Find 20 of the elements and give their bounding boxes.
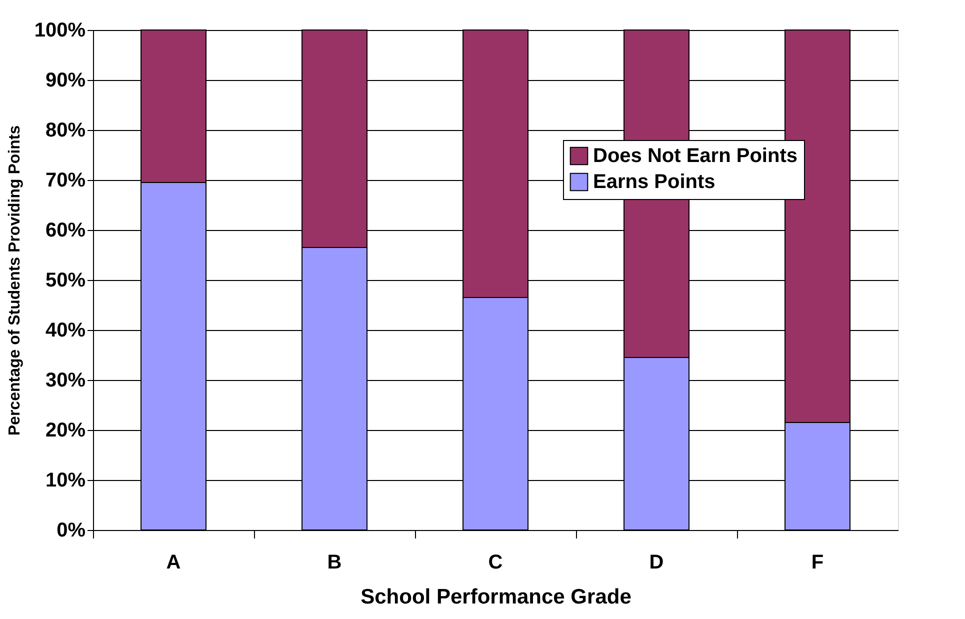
y-tick-label: 70% bbox=[45, 170, 86, 192]
y-tick-label: 40% bbox=[45, 320, 86, 342]
legend-label: Does Not Earn Points bbox=[593, 145, 798, 167]
y-tick-label: 90% bbox=[45, 70, 86, 92]
x-tick-label: C bbox=[488, 552, 503, 574]
x-tick-label: F bbox=[811, 552, 824, 574]
y-tick-label: 80% bbox=[45, 120, 86, 142]
y-axis-title: Percentage of Students Providing Points bbox=[6, 125, 24, 436]
y-tick-label: 30% bbox=[45, 370, 86, 392]
x-tick-label: B bbox=[327, 552, 342, 574]
y-tick-label: 20% bbox=[45, 420, 86, 442]
y-tick-label: 50% bbox=[45, 270, 86, 292]
legend-label: Earns Points bbox=[593, 171, 716, 193]
y-tick-label: 60% bbox=[45, 220, 86, 242]
y-tick-label: 0% bbox=[56, 520, 86, 542]
x-axis-title: School Performance Grade bbox=[360, 586, 632, 608]
y-tick-label: 10% bbox=[45, 470, 86, 492]
x-tick-label: D bbox=[649, 552, 664, 574]
x-tick-label: A bbox=[166, 552, 181, 574]
y-tick-label: 100% bbox=[34, 20, 86, 42]
